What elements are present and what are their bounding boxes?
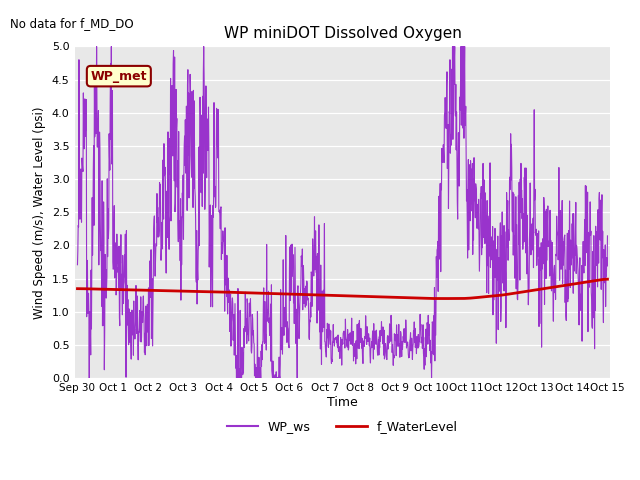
X-axis label: Time: Time	[327, 396, 358, 409]
Text: No data for f_MD_DO: No data for f_MD_DO	[10, 17, 134, 30]
Text: WP_met: WP_met	[91, 70, 147, 83]
Y-axis label: Wind Speed (m/s), Water Level (psi): Wind Speed (m/s), Water Level (psi)	[33, 106, 46, 319]
Legend: WP_ws, f_WaterLevel: WP_ws, f_WaterLevel	[222, 415, 463, 438]
Title: WP miniDOT Dissolved Oxygen: WP miniDOT Dissolved Oxygen	[223, 26, 461, 41]
